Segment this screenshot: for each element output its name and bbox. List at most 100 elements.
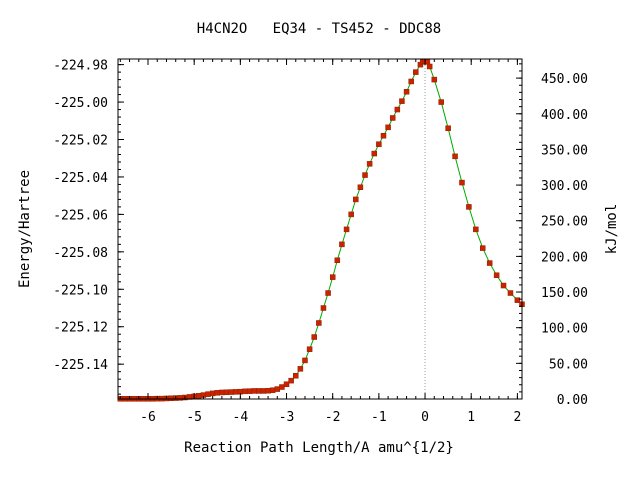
axes: -6 -5 -4 -3 -2 -1 0 1 2 -224.98 -225.00 -225.02 -225… — [53, 58, 588, 425]
data-point — [452, 153, 458, 160]
y2-tick-label: 200.00 — [541, 250, 588, 265]
y2-tick-label: 50.00 — [549, 357, 588, 372]
data-point — [424, 59, 431, 65]
plot-area — [117, 58, 525, 402]
y-tick-label: -225.06 — [53, 208, 108, 223]
data-point — [431, 76, 438, 83]
data-point — [256, 388, 262, 394]
data-point — [389, 115, 396, 121]
y-tick-label: -225.02 — [53, 134, 108, 149]
y-tick-label: -225.12 — [53, 321, 108, 336]
data-point — [209, 390, 216, 397]
data-point — [362, 172, 368, 178]
data-point — [353, 196, 359, 203]
data-point — [380, 133, 387, 139]
data-point — [311, 334, 317, 340]
data-point — [293, 373, 299, 379]
data-point — [500, 282, 507, 289]
x-tick-label: -4 — [233, 410, 249, 425]
y-tick-label: -225.04 — [53, 171, 108, 186]
x-tick-label: 1 — [467, 410, 475, 425]
y-tick-label: -224.98 — [53, 59, 108, 74]
x-tick-label: -5 — [186, 410, 202, 425]
data-point — [366, 161, 373, 167]
plot-frame — [117, 58, 523, 400]
data-point — [329, 274, 336, 280]
y-tick-label: -225.00 — [53, 96, 108, 111]
y2-tick-label: 350.00 — [541, 143, 588, 158]
data-point — [394, 106, 401, 113]
data-point — [438, 99, 444, 105]
data-point — [403, 89, 410, 95]
data-point — [325, 290, 331, 296]
data-point — [246, 388, 253, 394]
y2-tick-label: 150.00 — [541, 286, 588, 301]
data-point — [297, 366, 304, 372]
data-point — [320, 305, 327, 311]
data-point — [269, 387, 276, 393]
data-point — [205, 391, 211, 397]
data-point — [473, 226, 479, 233]
data-point — [408, 78, 414, 85]
data-point — [288, 377, 294, 384]
data-point — [177, 395, 184, 401]
series-line — [120, 60, 523, 400]
data-point — [514, 297, 521, 303]
y2-tick-label: 300.00 — [541, 179, 588, 194]
y2-tick-label: 100.00 — [541, 322, 588, 337]
data-point — [283, 381, 290, 387]
y-axis-label: Energy/Hartree — [17, 170, 33, 288]
data-point — [219, 389, 225, 396]
chart-title: H4CN2O EQ34 - TS452 - DDC88 — [197, 21, 441, 37]
data-point — [445, 125, 451, 132]
x-tick-label: 2 — [513, 410, 521, 425]
data-point — [385, 124, 391, 131]
data-point — [223, 389, 230, 396]
data-point — [339, 241, 345, 248]
x-tick-label: -3 — [279, 410, 295, 425]
data-point — [251, 388, 257, 394]
data-point — [196, 393, 202, 399]
x-tick-label: -2 — [325, 410, 341, 425]
x-tick-label: -6 — [140, 410, 156, 425]
data-point — [371, 150, 377, 157]
data-point — [232, 389, 239, 395]
data-point — [357, 184, 364, 190]
data-point — [348, 211, 354, 218]
y2-axis-label: kJ/mol — [604, 204, 620, 255]
x-tick-label: -1 — [371, 410, 387, 425]
data-point — [274, 386, 281, 392]
y-tick-label: -225.14 — [53, 358, 108, 373]
data-point — [279, 384, 285, 390]
data-point — [228, 389, 234, 395]
data-point — [316, 320, 322, 326]
data-point — [306, 346, 313, 352]
data-point — [260, 388, 267, 394]
data-point — [334, 257, 341, 264]
x-tick-label: 0 — [421, 410, 429, 425]
y2-tick-label: 250.00 — [541, 215, 588, 230]
data-point — [413, 69, 419, 75]
data-point — [168, 395, 174, 401]
data-point — [399, 98, 405, 104]
data-point — [459, 179, 465, 186]
data-point — [486, 260, 493, 266]
data-point — [343, 226, 350, 233]
data-point — [507, 290, 514, 296]
data-point — [265, 388, 271, 394]
x-axis-label: Reaction Path Length/A amu^{1/2} — [184, 440, 454, 456]
data-point — [242, 388, 248, 395]
y2-tick-label: 0.00 — [557, 393, 588, 408]
data-point — [426, 63, 433, 70]
data-point — [480, 245, 486, 251]
data-point — [214, 390, 221, 396]
y2-tick-label: 450.00 — [541, 72, 588, 87]
data-point — [376, 141, 382, 147]
y-tick-label: -225.10 — [53, 283, 108, 298]
y2-tick-label: 400.00 — [541, 108, 588, 123]
y-tick-label: -225.08 — [53, 246, 108, 261]
data-point — [466, 204, 472, 210]
data-point — [493, 272, 500, 278]
data-point — [302, 357, 308, 364]
